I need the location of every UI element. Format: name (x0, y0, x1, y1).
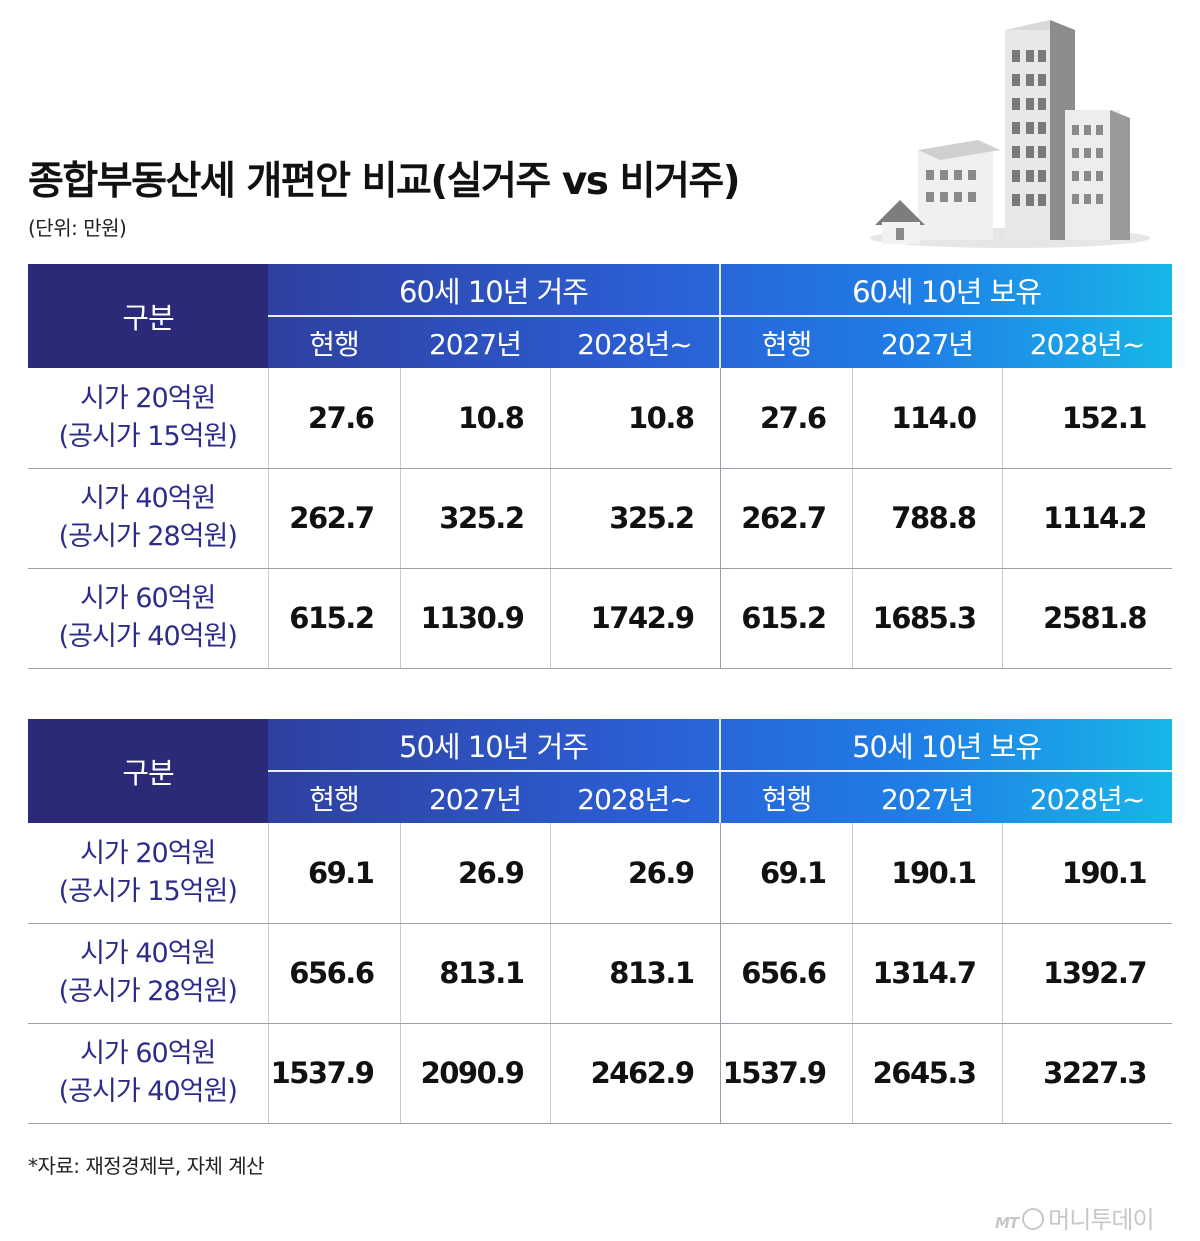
row-label: 시가 20억원 (공시가 15억원) (28, 823, 268, 924)
value-cell: 26.9 (549, 823, 721, 924)
value-cell: 262.7 (719, 468, 853, 569)
value-cell: 788.8 (851, 468, 1003, 569)
table-row: 시가 20억원 (공시가 15억원) 27.6 10.8 10.8 27.6 11… (28, 368, 1173, 469)
row-label-official-price: (공시가 15억원) (58, 875, 238, 907)
table-row: 시가 40억원 (공시가 28억원) 656.6 813.1 813.1 656.… (28, 923, 1173, 1024)
value-cell: 325.2 (399, 468, 550, 569)
value-cell: 152.1 (1001, 368, 1173, 469)
row-label-price: 시가 60억원 (80, 1038, 216, 1069)
row-label: 시가 60억원 (공시가 40억원) (28, 568, 268, 669)
source-note: *자료: 재정경제부, 자체 계산 (28, 1154, 265, 1178)
value-cell: 27.6 (267, 368, 400, 469)
value-cell: 1114.2 (1001, 468, 1173, 569)
value-cell: 1537.9 (267, 1023, 400, 1124)
value-cell: 1314.7 (851, 923, 1003, 1024)
value-cell: 114.0 (851, 368, 1003, 469)
value-cell: 615.2 (267, 568, 400, 669)
row-label-official-price: (공시가 40억원) (58, 1076, 238, 1107)
table-row: 시가 60억원 (공시가 40억원) 1537.9 2090.9 2462.9 1… (28, 1023, 1173, 1124)
table-row: 시가 20억원 (공시가 15억원) 69.1 26.9 26.9 69.1 19… (28, 823, 1173, 924)
row-label: 시가 20억원 (공시가 15억원) (28, 368, 268, 469)
buildings-and-house-icon (870, 20, 1150, 248)
value-cell: 1130.9 (399, 568, 550, 669)
value-cell: 1742.9 (549, 568, 721, 669)
value-cell: 2462.9 (549, 1023, 721, 1124)
value-cell: 813.1 (399, 923, 550, 1024)
value-cell: 27.6 (719, 368, 853, 469)
row-label: 시가 40억원 (공시가 28억원) (28, 923, 268, 1024)
subheader-current: 현행 (309, 782, 360, 816)
row-label: 시가 60억원 (공시가 40억원) (28, 1023, 268, 1124)
subheader-current: 현행 (309, 327, 360, 361)
table-row: 시가 40억원 (공시가 28억원) 262.7 325.2 325.2 262.… (28, 468, 1173, 569)
subheader-2028: 2028년~ (550, 771, 722, 823)
subheader-2028: 2028년~ (1029, 782, 1145, 816)
table-row: 시가 60억원 (공시가 40억원) 615.2 1130.9 1742.9 61… (28, 568, 1173, 669)
row-label-price: 시가 40억원 (80, 938, 216, 969)
comparison-table-60: 구분 60세 10년 거주 60세 10년 보유 현행 2027년 2028년~… (28, 264, 1173, 669)
subheader-current: 현행 (761, 782, 813, 816)
value-cell: 656.6 (719, 923, 853, 1024)
category-header: 구분 (28, 719, 268, 823)
subheader-2027: 2027년 (428, 327, 522, 361)
value-cell: 69.1 (267, 823, 400, 924)
category-header: 구분 (28, 264, 268, 368)
row-label-official-price: (공시가 40억원) (58, 621, 238, 652)
row-label-official-price: (공시가 15억원) (58, 420, 238, 452)
value-cell: 615.2 (719, 568, 853, 669)
value-cell: 26.9 (399, 823, 550, 924)
group-header-residence: 60세 10년 거주 (268, 264, 722, 317)
page-title: 종합부동산세 개편안 비교(실거주 vs 비거주) (28, 159, 741, 204)
logo-ring-icon (1022, 1208, 1045, 1230)
subheader-2027: 2027년 (881, 782, 974, 816)
row-label-price: 시가 40억원 (80, 483, 216, 514)
group-header-residence: 50세 10년 거주 (268, 719, 722, 772)
value-cell: 1537.9 (719, 1023, 853, 1124)
logo-mark: MT (995, 1214, 1019, 1232)
group-header-ownership: 50세 10년 보유 (720, 719, 1173, 772)
value-cell: 2581.8 (1001, 568, 1173, 669)
value-cell: 190.1 (1001, 823, 1173, 924)
value-cell: 10.8 (399, 368, 550, 469)
subheader-2027: 2027년 (881, 327, 974, 361)
row-label: 시가 40억원 (공시가 28억원) (28, 468, 268, 569)
unit-note: (단위: 만원) (28, 216, 127, 240)
value-cell: 813.1 (549, 923, 721, 1024)
logo-name: 머니투데이 (1048, 1206, 1154, 1234)
row-label-price: 시가 60억원 (80, 583, 216, 614)
row-label-official-price: (공시가 28억원) (58, 976, 238, 1007)
row-label-price: 시가 20억원 (80, 382, 216, 414)
publisher-logo: MT 머니투데이 (995, 1200, 1185, 1234)
subheader-2028: 2028년~ (550, 316, 722, 368)
value-cell: 2090.9 (399, 1023, 550, 1124)
value-cell: 190.1 (851, 823, 1003, 924)
value-cell: 1685.3 (851, 568, 1003, 669)
group-header-ownership: 60세 10년 보유 (720, 264, 1173, 317)
value-cell: 1392.7 (1001, 923, 1173, 1024)
subheader-2028: 2028년~ (1029, 327, 1145, 361)
value-cell: 2645.3 (851, 1023, 1003, 1124)
value-cell: 262.7 (267, 468, 400, 569)
row-label-official-price: (공시가 28억원) (58, 521, 238, 552)
value-cell: 3227.3 (1001, 1023, 1173, 1124)
subheader-2027: 2027년 (428, 782, 522, 816)
value-cell: 325.2 (549, 468, 721, 569)
value-cell: 656.6 (267, 923, 400, 1024)
row-label-price: 시가 20억원 (80, 837, 216, 869)
subheader-current: 현행 (761, 327, 813, 361)
value-cell: 10.8 (549, 368, 721, 469)
value-cell: 69.1 (719, 823, 853, 924)
comparison-table-50: 구분 50세 10년 거주 50세 10년 보유 현행 2027년 2028년~… (28, 719, 1173, 1124)
